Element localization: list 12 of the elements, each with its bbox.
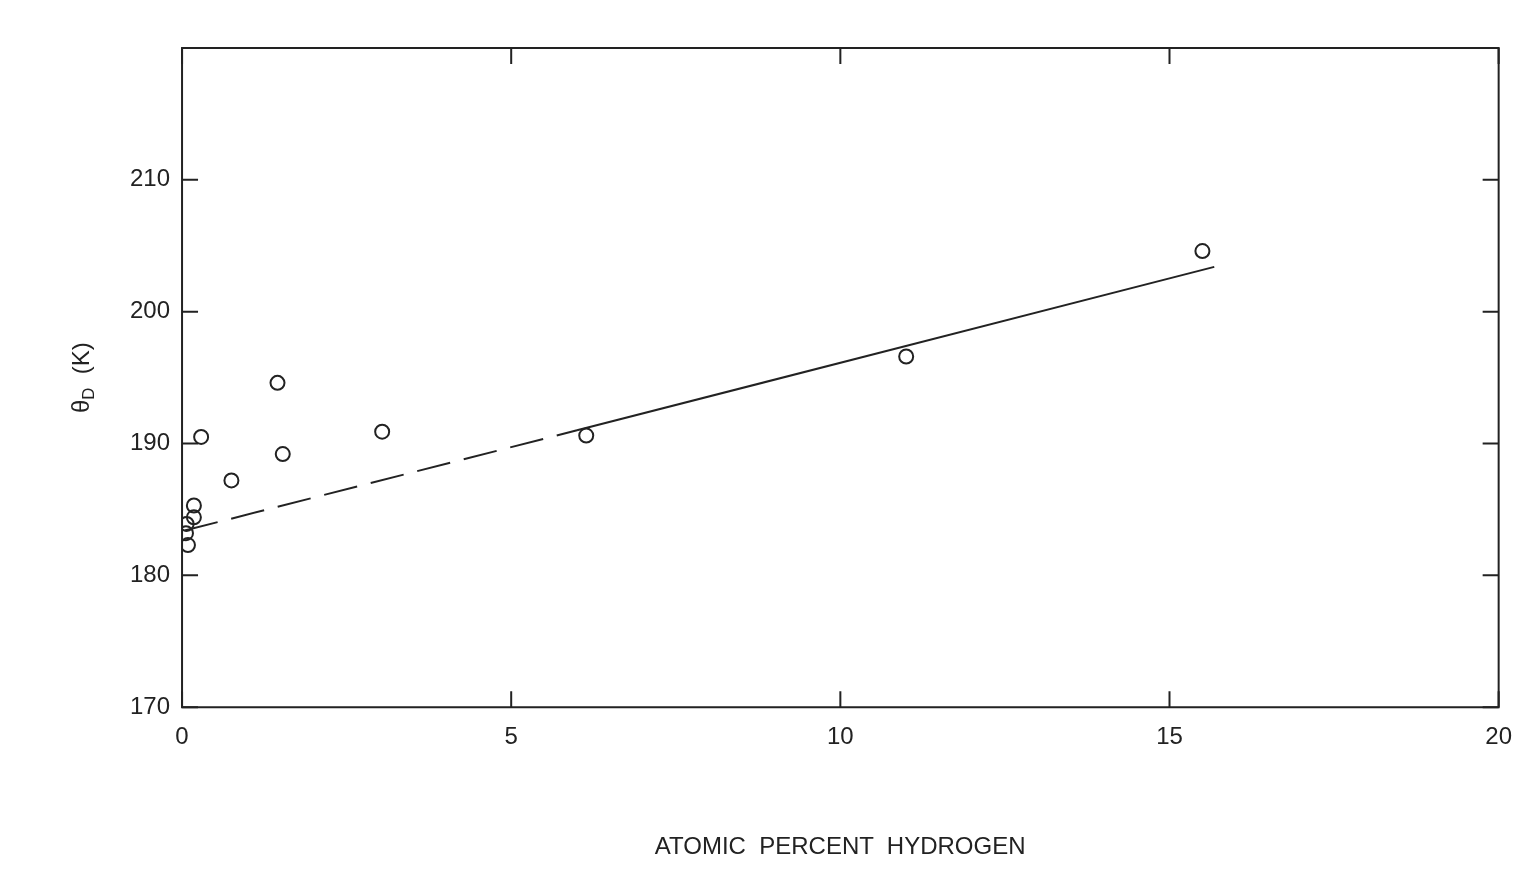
x-axis-title: ATOMIC PERCENT HYDROGEN bbox=[654, 831, 1026, 859]
y-axis-title: θD (K) bbox=[66, 342, 98, 413]
y-tick-label: 190 bbox=[130, 428, 171, 456]
x-tick-label: 10 bbox=[827, 722, 854, 750]
y-tick-label: 180 bbox=[130, 559, 171, 587]
x-tick-label: 15 bbox=[1156, 722, 1183, 750]
x-tick-label: 5 bbox=[504, 722, 518, 750]
x-tick-label: 0 bbox=[175, 722, 189, 750]
x-tick-label: 20 bbox=[1485, 722, 1512, 750]
y-tick-label: 200 bbox=[130, 296, 171, 324]
y-tick-label: 170 bbox=[130, 691, 171, 719]
y-tick-label: 210 bbox=[130, 164, 171, 192]
